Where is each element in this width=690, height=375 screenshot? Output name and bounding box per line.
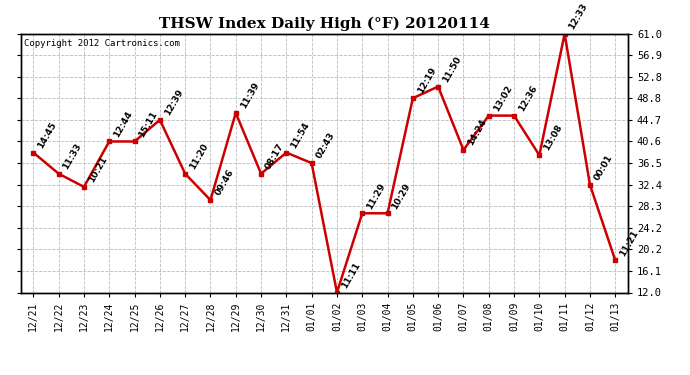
- Text: 14:24: 14:24: [466, 118, 489, 147]
- Text: 10:29: 10:29: [391, 181, 413, 210]
- Text: 11:29: 11:29: [365, 181, 387, 210]
- Text: 12:33: 12:33: [567, 2, 589, 31]
- Text: 11:11: 11:11: [339, 260, 362, 290]
- Text: 11:33: 11:33: [61, 142, 83, 171]
- Title: THSW Index Daily High (°F) 20120114: THSW Index Daily High (°F) 20120114: [159, 17, 490, 31]
- Text: 12:44: 12:44: [112, 109, 135, 139]
- Text: 11:54: 11:54: [289, 120, 311, 150]
- Text: 11:50: 11:50: [441, 55, 463, 84]
- Text: 12:36: 12:36: [517, 84, 539, 113]
- Text: 08:17: 08:17: [264, 142, 286, 171]
- Text: 13:08: 13:08: [542, 123, 564, 152]
- Text: 09:46: 09:46: [213, 168, 235, 197]
- Text: 12:39: 12:39: [163, 88, 185, 117]
- Text: 11:39: 11:39: [239, 81, 261, 110]
- Text: 12:19: 12:19: [415, 66, 437, 95]
- Text: 10:21: 10:21: [87, 155, 109, 184]
- Text: 15:11: 15:11: [137, 110, 159, 139]
- Text: 00:01: 00:01: [593, 153, 615, 182]
- Text: 02:43: 02:43: [315, 131, 337, 160]
- Text: 11:20: 11:20: [188, 142, 210, 171]
- Text: 11:21: 11:21: [618, 228, 640, 258]
- Text: Copyright 2012 Cartronics.com: Copyright 2012 Cartronics.com: [23, 39, 179, 48]
- Text: 14:45: 14:45: [36, 120, 59, 150]
- Text: 13:02: 13:02: [491, 84, 513, 113]
